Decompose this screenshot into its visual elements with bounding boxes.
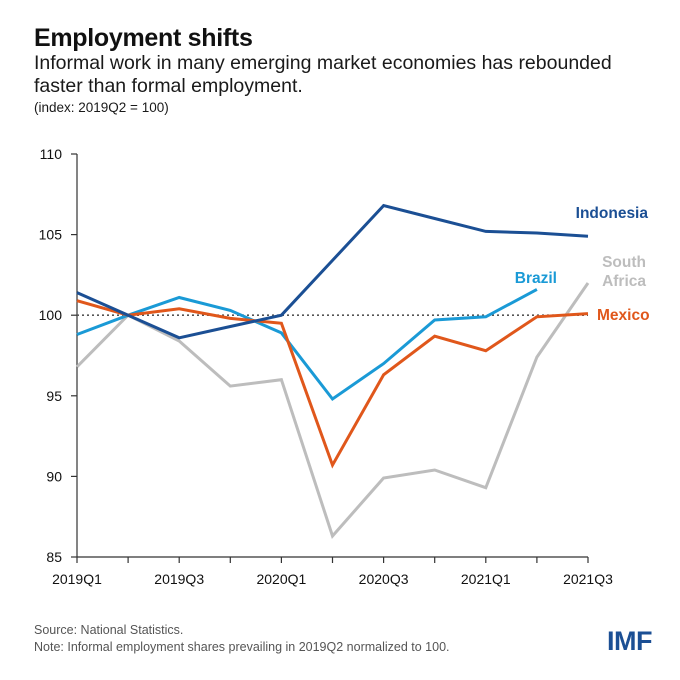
x-tick-label: 2020Q3	[359, 571, 409, 587]
footnote: Note: Informal employment shares prevail…	[34, 640, 450, 654]
series-line-mexico	[76, 299, 589, 469]
x-tick-label: 2021Q3	[563, 571, 613, 587]
series-label-south-africa: South Africa	[602, 254, 646, 290]
y-tick-label: 105	[39, 227, 63, 243]
unit-label: (index: 2019Q2 = 100)	[34, 100, 169, 115]
chart-title: Employment shifts	[34, 24, 253, 52]
imf-logo: IMF	[607, 626, 653, 656]
chart-subtitle: Informal work in many emerging market ec…	[34, 52, 612, 97]
y-tick-label: 100	[39, 307, 63, 323]
x-tick-label: 2019Q3	[154, 571, 204, 587]
series-label-indonesia: Indonesia	[576, 205, 649, 222]
series-line-brazil	[76, 288, 538, 402]
x-tick-label: 2020Q1	[256, 571, 306, 587]
series-line-south-africa	[75, 282, 590, 539]
source-note: Source: National Statistics.	[34, 623, 184, 637]
x-tick-label: 2019Q1	[52, 571, 102, 587]
footer-notes: Source: National Statistics. Note: Infor…	[34, 622, 450, 656]
x-tick-label: 2021Q1	[461, 571, 511, 587]
y-tick-label: 90	[46, 468, 62, 484]
y-tick-label: 110	[40, 146, 63, 162]
series-line-indonesia	[76, 203, 589, 340]
y-tick-label: 85	[46, 549, 62, 565]
series-label-brazil: Brazil	[515, 270, 557, 287]
series-label-mexico: Mexico	[597, 307, 650, 324]
y-tick-label: 95	[46, 388, 62, 404]
